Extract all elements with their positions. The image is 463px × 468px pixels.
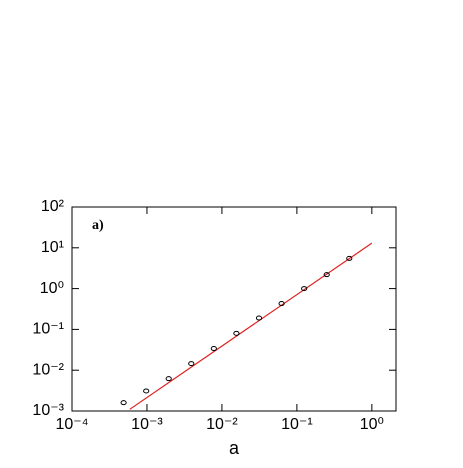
data-point <box>346 255 353 261</box>
data-point <box>120 400 127 406</box>
x-tick-label: 10⁰ <box>360 416 384 433</box>
x-tick-label: 10⁻³ <box>131 416 163 433</box>
annotation: a) <box>92 218 104 233</box>
x-axis-label: a <box>229 438 240 458</box>
x-tick-label: 10⁻⁴ <box>55 416 88 433</box>
y-tick-label: 10⁻² <box>32 361 64 378</box>
x-tick-label: 10⁻¹ <box>281 416 313 433</box>
y-tick-label: 10² <box>41 198 65 215</box>
data-point <box>301 286 308 292</box>
y-tick-label: 10⁰ <box>40 280 64 297</box>
x-tick-label: 10⁻² <box>206 416 238 433</box>
fit-line <box>129 242 373 410</box>
data-point <box>143 388 150 394</box>
data-point <box>210 346 217 352</box>
data-point <box>278 301 285 307</box>
data-point <box>233 330 240 336</box>
data-point <box>323 272 330 278</box>
data-point <box>188 361 195 367</box>
y-tick-label: 10⁻¹ <box>32 321 64 338</box>
y-tick-label: 10¹ <box>41 239 64 256</box>
data-point <box>255 315 263 321</box>
data-point <box>165 376 172 382</box>
plot-frame <box>71 206 397 412</box>
y-tick-label: 10⁻³ <box>32 402 64 419</box>
